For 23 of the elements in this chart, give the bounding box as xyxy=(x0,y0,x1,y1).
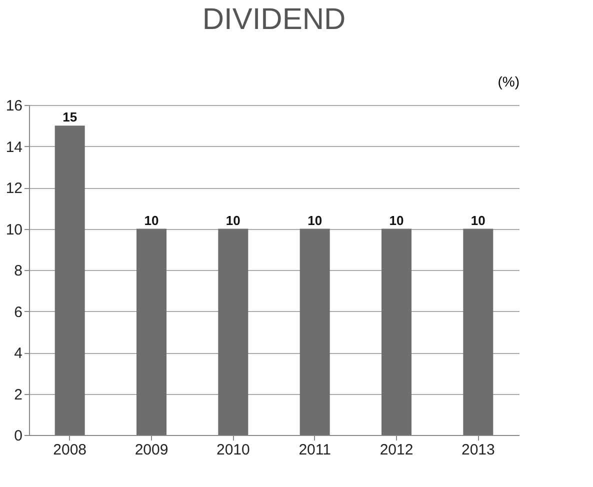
data-label: 15 xyxy=(62,110,78,125)
y-tick-label: 16 xyxy=(6,98,22,114)
data-label: 10 xyxy=(308,212,322,228)
data-label: 10 xyxy=(389,212,404,228)
y-tick-label: 12 xyxy=(6,180,22,197)
data-label: 10 xyxy=(470,212,486,228)
y-tick-label: 14 xyxy=(6,138,22,156)
data-label: 10 xyxy=(226,212,240,228)
y-tick-label: 6 xyxy=(14,304,22,321)
y-tick-label: 2 xyxy=(14,386,22,404)
y-tick-label: 4 xyxy=(14,345,22,362)
x-tick-label: 2009 xyxy=(134,442,168,458)
x-tick-label: 2010 xyxy=(216,442,250,458)
x-tick-label: 2012 xyxy=(380,442,414,458)
x-tick-label: 2013 xyxy=(461,442,495,458)
y-tick-label: 8 xyxy=(14,262,22,280)
x-tick-label: 2011 xyxy=(298,442,331,458)
y-tick-label: 0 xyxy=(14,428,22,444)
data-label: 10 xyxy=(144,212,159,228)
x-tick-label: 2008 xyxy=(53,442,87,458)
y-tick-label: 10 xyxy=(6,221,22,238)
chart-title: DIVIDEND xyxy=(202,3,346,36)
y-axis-title: (%) xyxy=(498,74,520,90)
